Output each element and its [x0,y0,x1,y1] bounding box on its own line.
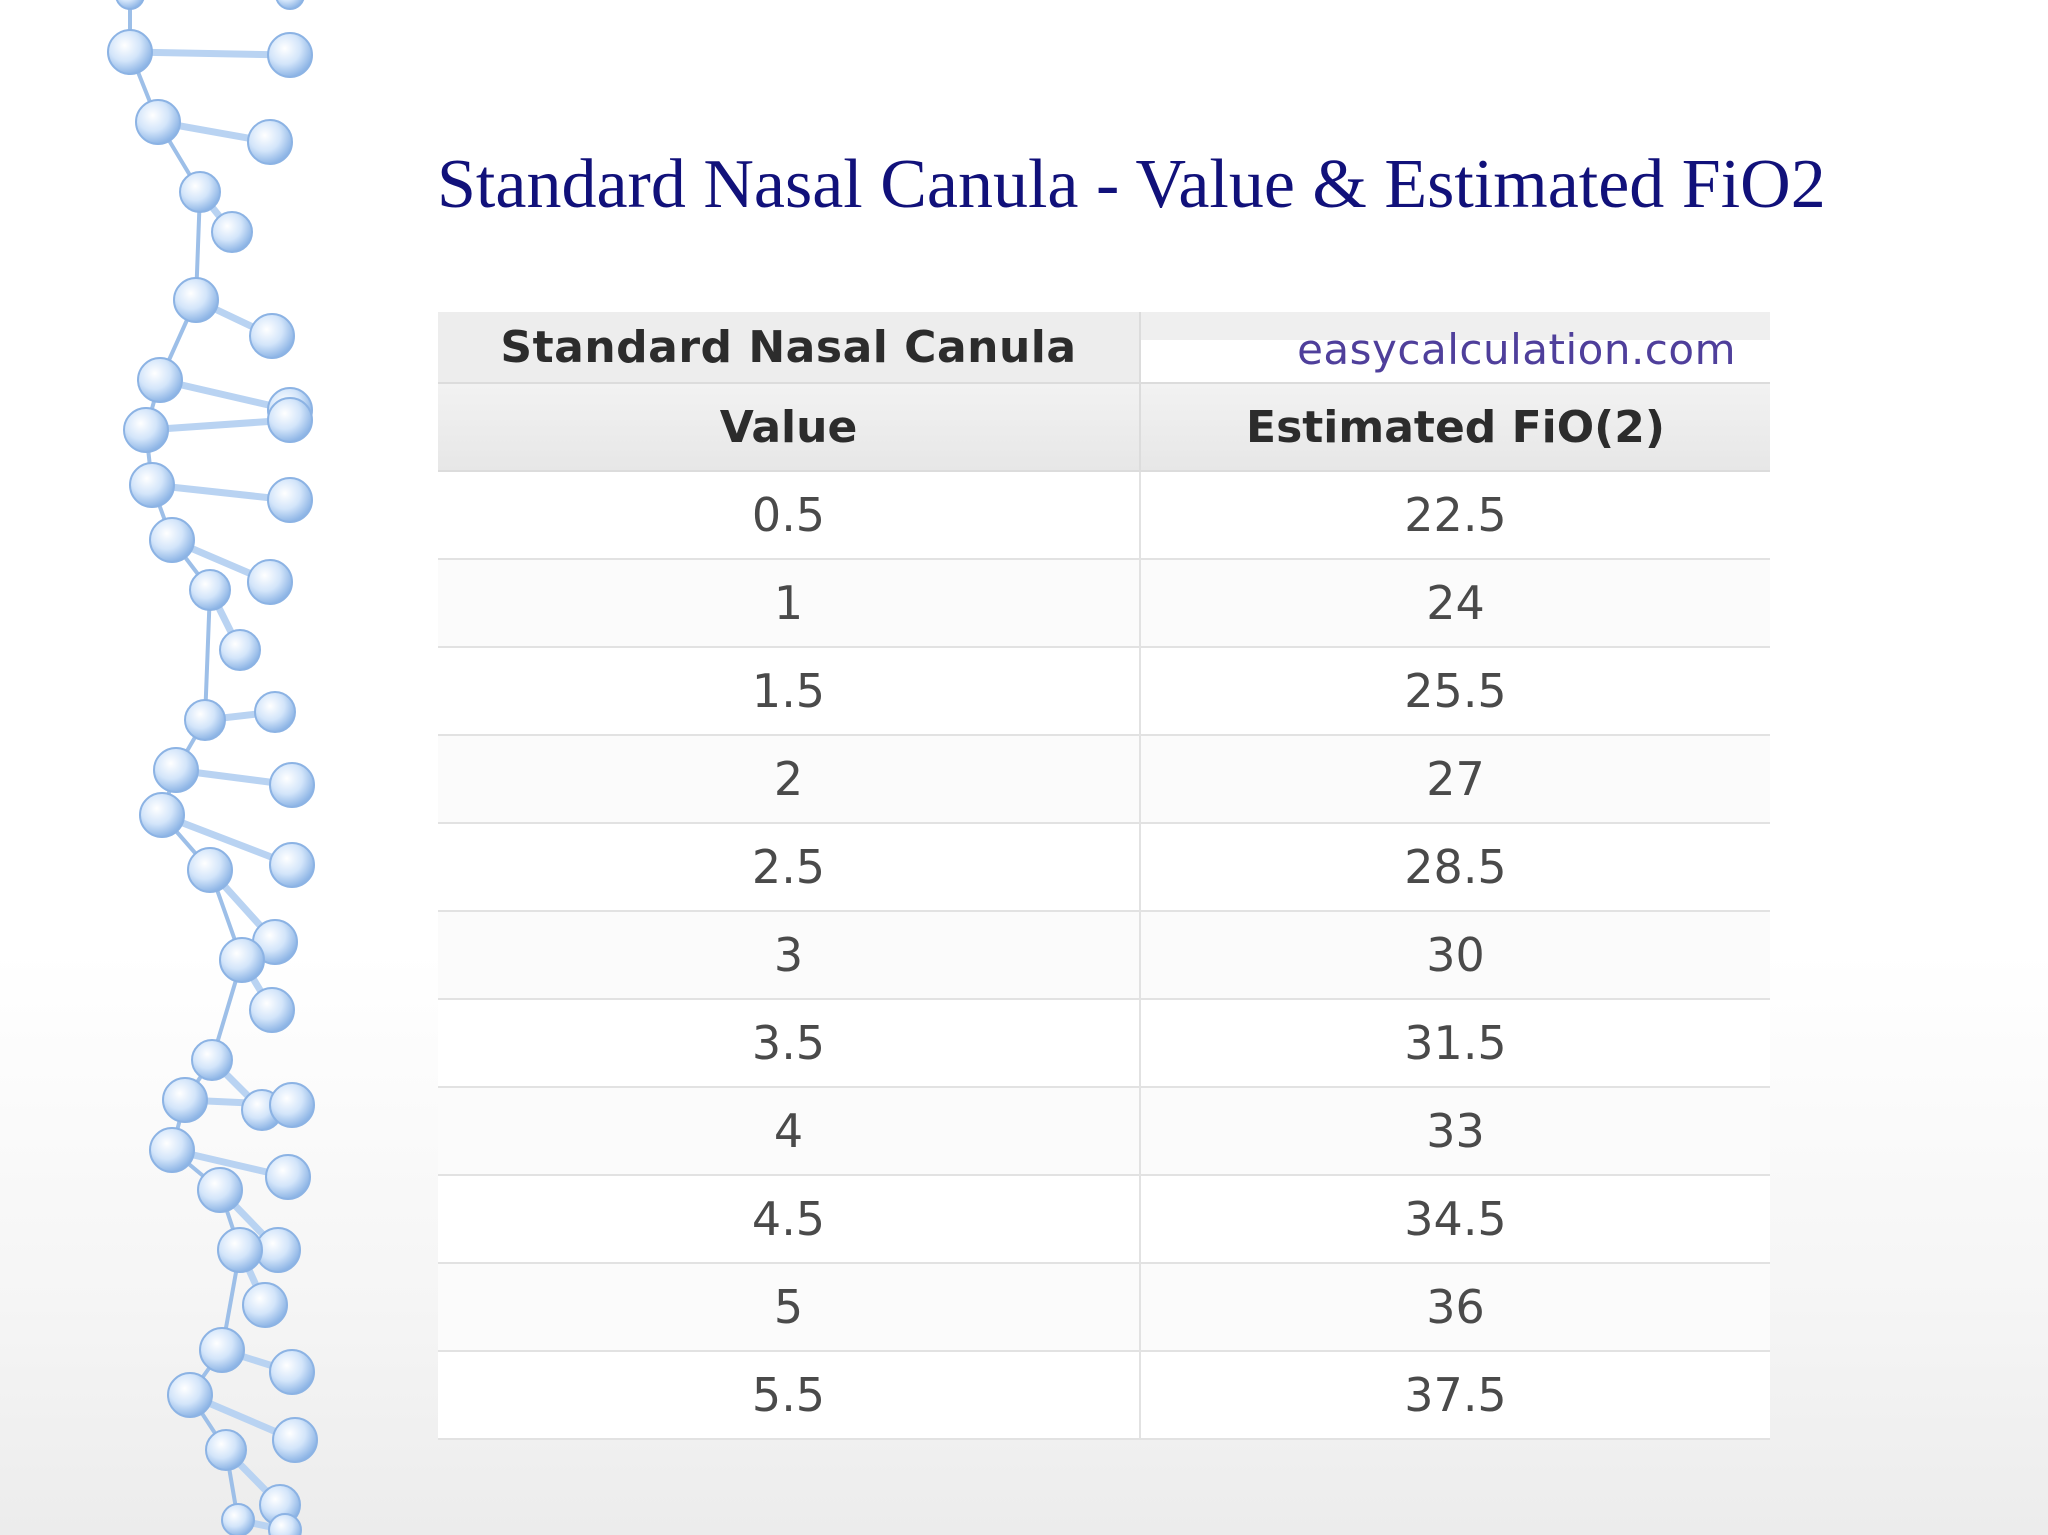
fio2-cell: 22.5 [1140,471,1770,560]
dna-atom [205,1429,247,1471]
dna-atom [149,517,195,563]
table-caption: Standard Nasal Canula [438,312,1141,383]
table-row: 4 33 [438,1087,1770,1176]
fio2-cell: 25.5 [1140,647,1770,736]
dna-atom [272,1417,318,1463]
dna-atom [129,462,175,508]
table-row: 2.5 28.5 [438,823,1770,912]
fio2-cell: 37.5 [1140,1351,1770,1440]
fio2-table-container: Standard Nasal Canula easycalculation.co… [438,312,1770,1440]
column-header-fio2: Estimated FiO(2) [1140,382,1770,472]
dna-atom [269,762,315,808]
dna-atom [242,1282,288,1328]
dna-atom [247,559,293,605]
table-row: 1 24 [438,559,1770,648]
table-caption-row: Standard Nasal Canula easycalculation.co… [438,312,1770,383]
fio2-cell: 24 [1140,559,1770,648]
table-row: 5 36 [438,1263,1770,1352]
dna-atom [269,1349,315,1395]
source-watermark: easycalculation.com [1140,312,1770,383]
value-cell: 2.5 [438,823,1141,912]
table-row: 3.5 31.5 [438,999,1770,1088]
table-header-row: Value Estimated FiO(2) [438,382,1770,472]
dna-atom [139,792,185,838]
dna-atom [249,313,295,359]
dna-atom [149,1127,195,1173]
fio2-cell: 36 [1140,1263,1770,1352]
value-cell: 1 [438,559,1141,648]
dna-atom [191,1039,233,1081]
dna-molecule-icon [107,0,318,1535]
dna-atom [267,32,313,78]
fio2-cell: 31.5 [1140,999,1770,1088]
value-cell: 0.5 [438,471,1141,560]
fio2-cell: 27 [1140,735,1770,824]
value-cell: 2 [438,735,1141,824]
column-header-value: Value [438,382,1141,472]
value-cell: 3.5 [438,999,1141,1088]
dna-atom [137,357,183,403]
table-row: 2 27 [438,735,1770,824]
dna-atom [219,629,261,671]
dna-atom [197,1167,243,1213]
dna-atom [219,937,265,983]
table-row: 4.5 34.5 [438,1175,1770,1264]
value-cell: 1.5 [438,647,1141,736]
dna-backbone [203,588,212,722]
fio2-cell: 33 [1140,1087,1770,1176]
fio2-cell: 34.5 [1140,1175,1770,1264]
value-cell: 3 [438,911,1141,1000]
dna-atom [162,1077,208,1123]
slide-title: Standard Nasal Canula - Value & Estimate… [437,146,1826,223]
dna-atom [107,29,153,75]
dna-atom [135,99,181,145]
dna-base-pair [126,48,294,59]
dna-atom [199,1327,245,1373]
table-row: 5.5 37.5 [438,1351,1770,1440]
dna-atom [267,477,313,523]
table-body: 0.5 22.5 1 24 1.5 25.5 2 27 2.5 28.5 3 30 3.5 31.5 4 33… [438,471,1770,1440]
dna-atom [187,847,233,893]
dna-atom [173,277,219,323]
dna-atom [269,1082,315,1128]
dna-base-pair [158,811,296,869]
table-row: 3 30 [438,911,1770,1000]
dna-atom [265,1154,311,1200]
fio2-table: Standard Nasal Canula easycalculation.co… [438,312,1770,1440]
dna-atom [249,987,295,1033]
table-row: 1.5 25.5 [438,647,1770,736]
dna-atom [247,119,293,165]
fio2-cell: 30 [1140,911,1770,1000]
value-cell: 4 [438,1087,1141,1176]
dna-atom [275,0,305,10]
dna-atom [153,747,199,793]
dna-atom [184,699,226,741]
value-cell: 5.5 [438,1351,1141,1440]
value-cell: 4.5 [438,1175,1141,1264]
dna-atom [221,1503,255,1535]
dna-atom [179,171,221,213]
dna-atom [217,1227,263,1273]
dna-atom [123,407,169,453]
dna-base-pair [142,416,294,434]
dna-atom [267,397,313,443]
value-cell: 5 [438,1263,1141,1352]
dna-atom [189,569,231,611]
table-row: 0.5 22.5 [438,471,1770,560]
fio2-cell: 28.5 [1140,823,1770,912]
dna-atom [269,842,315,888]
dna-atom [167,1372,213,1418]
dna-atom [211,211,253,253]
dna-base-pair [148,481,294,504]
dna-atom [254,691,296,733]
dna-atom [115,0,145,10]
dna-atom [268,1513,302,1535]
